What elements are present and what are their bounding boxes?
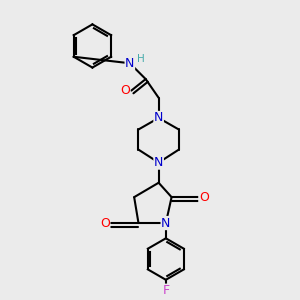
Text: O: O (199, 190, 209, 204)
Text: O: O (100, 217, 110, 230)
Text: O: O (120, 84, 130, 97)
Text: H: H (137, 54, 145, 64)
Text: N: N (154, 112, 163, 124)
Text: N: N (125, 57, 134, 70)
Text: F: F (162, 284, 169, 297)
Text: N: N (154, 156, 163, 169)
Text: N: N (161, 217, 170, 230)
